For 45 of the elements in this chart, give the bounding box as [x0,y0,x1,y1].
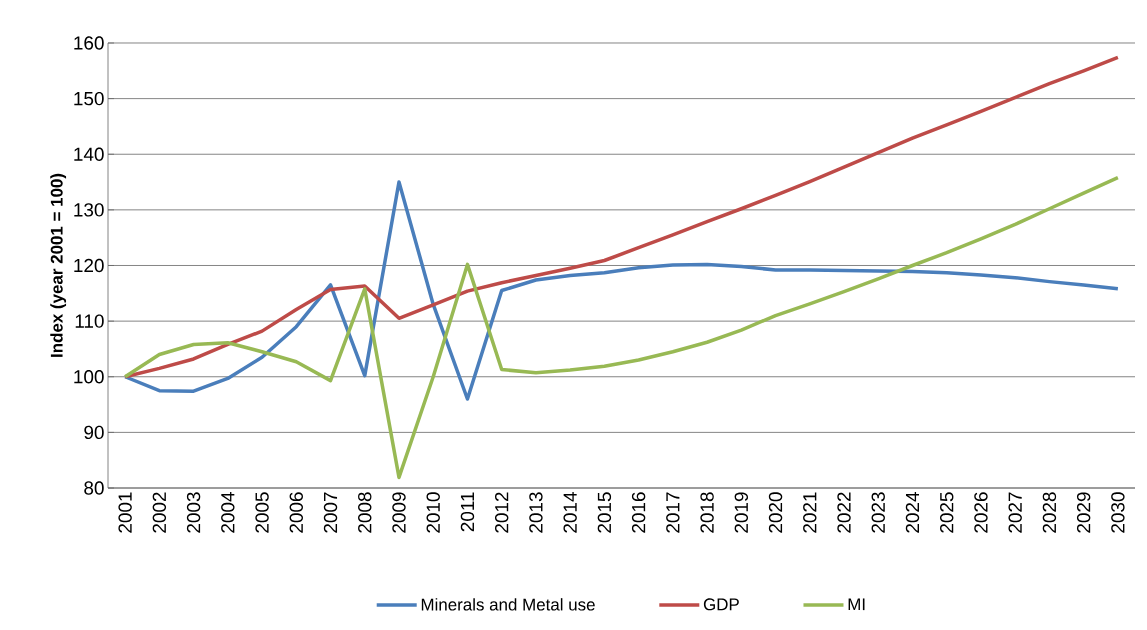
x-tick-label: 2012 [494,492,509,533]
y-tick-label: 120 [74,258,104,273]
x-tick-label: 2007 [323,492,338,533]
x-tick-label: 2014 [563,492,577,533]
y-axis-title: Index (year 2001 = 100) [50,173,67,357]
line-series [123,175,1120,480]
x-tick-label: 2002 [152,492,167,533]
x-tick-label: 2008 [358,492,372,533]
y-tick-label: 130 [74,203,104,217]
x-tick-label: 2024 [905,492,920,533]
x-tick-label: 2021 [803,492,817,533]
x-tick-label: 2006 [289,492,303,533]
legend-label: GDP [703,598,739,611]
x-tick-label: 2001 [118,492,132,533]
x-tick-label: 2018 [700,492,714,533]
y-tick-label: 110 [75,314,104,328]
legend-label: Minerals and Metal use [421,598,595,611]
y-tick-label: 150 [74,91,104,106]
y-tick-label: 80 [84,481,104,495]
x-tick-label: 2029 [1076,492,1091,533]
x-tick-label: 2023 [871,492,885,533]
x-tick-label: 2027 [1008,492,1022,533]
y-tick-label: 140 [74,147,104,161]
x-tick-label: 2028 [1042,492,1057,533]
x-tick-label: 2030 [1111,492,1125,533]
y-tick-label: 160 [74,36,104,50]
x-tick-label: 2005 [255,492,269,533]
x-tick-label: 2020 [768,492,783,533]
y-tick-label: 90 [84,425,104,440]
x-tick-label: 2015 [597,492,612,533]
x-tick-label: 2003 [186,492,201,533]
y-tick-label: 100 [74,370,104,384]
x-tick-label: 2017 [666,492,680,533]
x-tick-label: 2022 [837,492,851,533]
x-tick-label: 2025 [940,492,954,533]
legend-label: MI [848,598,865,611]
x-tick-label: 2010 [426,492,440,533]
x-tick-label: 2019 [734,492,749,533]
line-series [123,180,1120,401]
x-tick-label: 2009 [392,492,406,533]
x-tick-label: 2013 [529,492,543,533]
x-tick-label: 2016 [631,492,646,533]
x-tick-label: 2026 [974,492,988,533]
x-tick-label: 2004 [221,492,235,533]
x-tick-label: 2011 [460,492,475,532]
